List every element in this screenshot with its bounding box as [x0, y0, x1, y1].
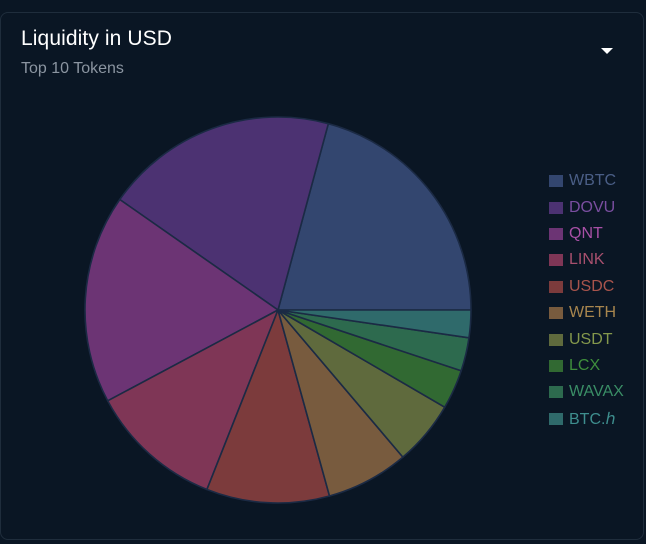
legend-swatch	[549, 386, 563, 399]
legend-label: USDT	[569, 330, 613, 348]
pie-slice-usdc[interactable]	[206, 309, 331, 504]
pie-slice-link[interactable]	[106, 309, 279, 491]
legend-item-weth[interactable]: WETH	[549, 300, 624, 326]
legend-item-wavax[interactable]: WAVAX	[549, 379, 624, 405]
legend-swatch	[549, 254, 563, 267]
legend-swatch	[549, 201, 563, 214]
legend-swatch	[549, 280, 563, 293]
legend-label: WAVAX	[569, 383, 624, 401]
legend-label: LCX	[569, 356, 601, 374]
legend-item-dovu[interactable]: DOVU	[549, 194, 624, 220]
legend-item-usdt[interactable]: USDT	[549, 326, 624, 352]
legend-swatch	[549, 227, 563, 240]
legend-swatch	[549, 175, 563, 188]
caret-down-icon	[601, 48, 613, 54]
legend-swatch	[549, 333, 563, 346]
legend-label: DOVU	[569, 198, 616, 216]
legend-label: WETH	[569, 304, 617, 322]
legend-label: BTC.ℎ	[569, 410, 616, 428]
legend-label: USDC	[569, 277, 615, 295]
chart-title: Liquidity in USD	[21, 27, 172, 50]
chart-legend: WBTC DOVU QNT LINK USDC WETH USDT LCX WAVAX BTC.ℎ	[549, 168, 624, 432]
legend-item-usdc[interactable]: USDC	[549, 274, 624, 300]
legend-label: QNT	[569, 224, 603, 242]
legend-item-lcx[interactable]: LCX	[549, 353, 624, 379]
pie-slice-qnt[interactable]	[84, 198, 279, 402]
chart-menu-button[interactable]	[595, 41, 619, 61]
legend-item-btc[interactable]: BTC.ℎ	[549, 406, 624, 432]
legend-label: LINK	[569, 251, 605, 269]
legend-swatch	[549, 307, 563, 320]
legend-swatch	[549, 412, 563, 425]
pie-slice-dovu[interactable]	[118, 116, 330, 311]
legend-swatch	[549, 359, 563, 372]
legend-item-wbtc[interactable]: WBTC	[549, 168, 624, 194]
legend-item-link[interactable]: LINK	[549, 247, 624, 273]
pie-slices	[84, 116, 472, 504]
chart-subtitle: Top 10 Tokens	[21, 60, 124, 77]
legend-label: WBTC	[569, 172, 617, 190]
legend-item-qnt[interactable]: QNT	[549, 221, 624, 247]
pie-slice-btc[interactable]	[277, 309, 472, 339]
pie-slice-wbtc[interactable]	[277, 122, 472, 311]
